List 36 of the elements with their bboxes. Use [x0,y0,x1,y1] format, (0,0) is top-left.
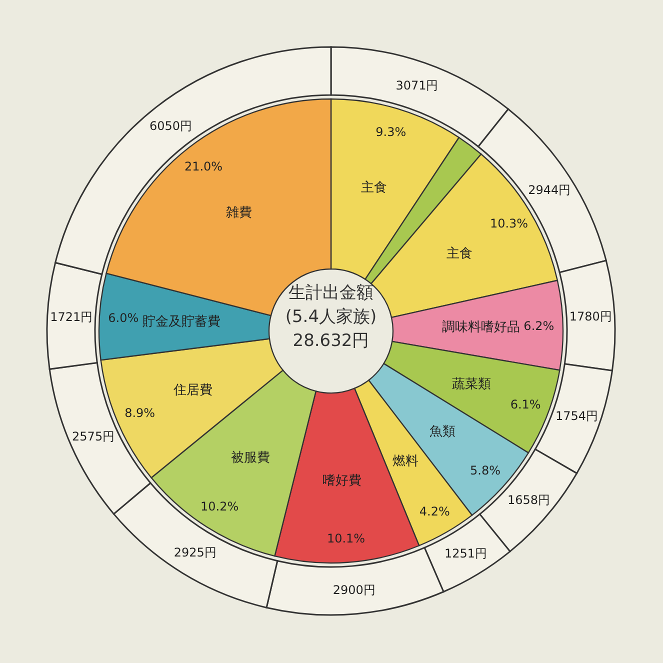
slice-label: 蔬菜類 [452,377,491,392]
data-label: 6.0% [108,310,139,325]
data-label: 9.3% [376,124,406,139]
data-label: 2575円 [72,429,115,444]
slice-label: 主食 [446,245,472,262]
slice-label: 調味料嗜好品 [442,320,520,336]
data-label: 1780円 [569,310,612,324]
slice-label: 燃料 [392,454,419,470]
text: (5.4人家族) [284,306,378,329]
slice-label: 貯金及貯蓄費 [142,314,220,330]
slice-label: 住居費 [172,383,213,398]
data-label: 10.1% [326,531,366,546]
data-label: 2900円 [332,582,376,597]
data-label: 1658円 [507,492,550,507]
data-label: 21.0% [184,160,223,174]
text: 28.632円 [292,330,370,353]
slice-label: 魚類 [429,424,456,440]
data-label: 1754円 [555,408,598,423]
data-label: 2944円 [528,182,571,197]
text: 生計出金額 [288,282,374,305]
data-label: 6.2% [524,318,554,333]
slice-label: 嗜好費 [322,474,362,489]
data-label: 4.2% [419,504,450,518]
slice-label: 主食 [361,179,388,196]
data-label: 6.1% [510,398,541,412]
data-label: 8.9% [124,406,156,420]
slice-label: 雑費 [226,205,252,220]
data-label: 10.3% [490,216,528,230]
data-label: 3071円 [396,78,438,93]
data-label: 1251円 [444,546,487,560]
data-label: 6050円 [150,119,192,134]
slice-label: 被服費 [231,450,270,466]
data-label: 1721円 [50,310,93,324]
data-label: 5.8% [470,464,501,478]
data-label: 2925円 [174,546,216,560]
data-label: 10.2% [200,500,239,514]
